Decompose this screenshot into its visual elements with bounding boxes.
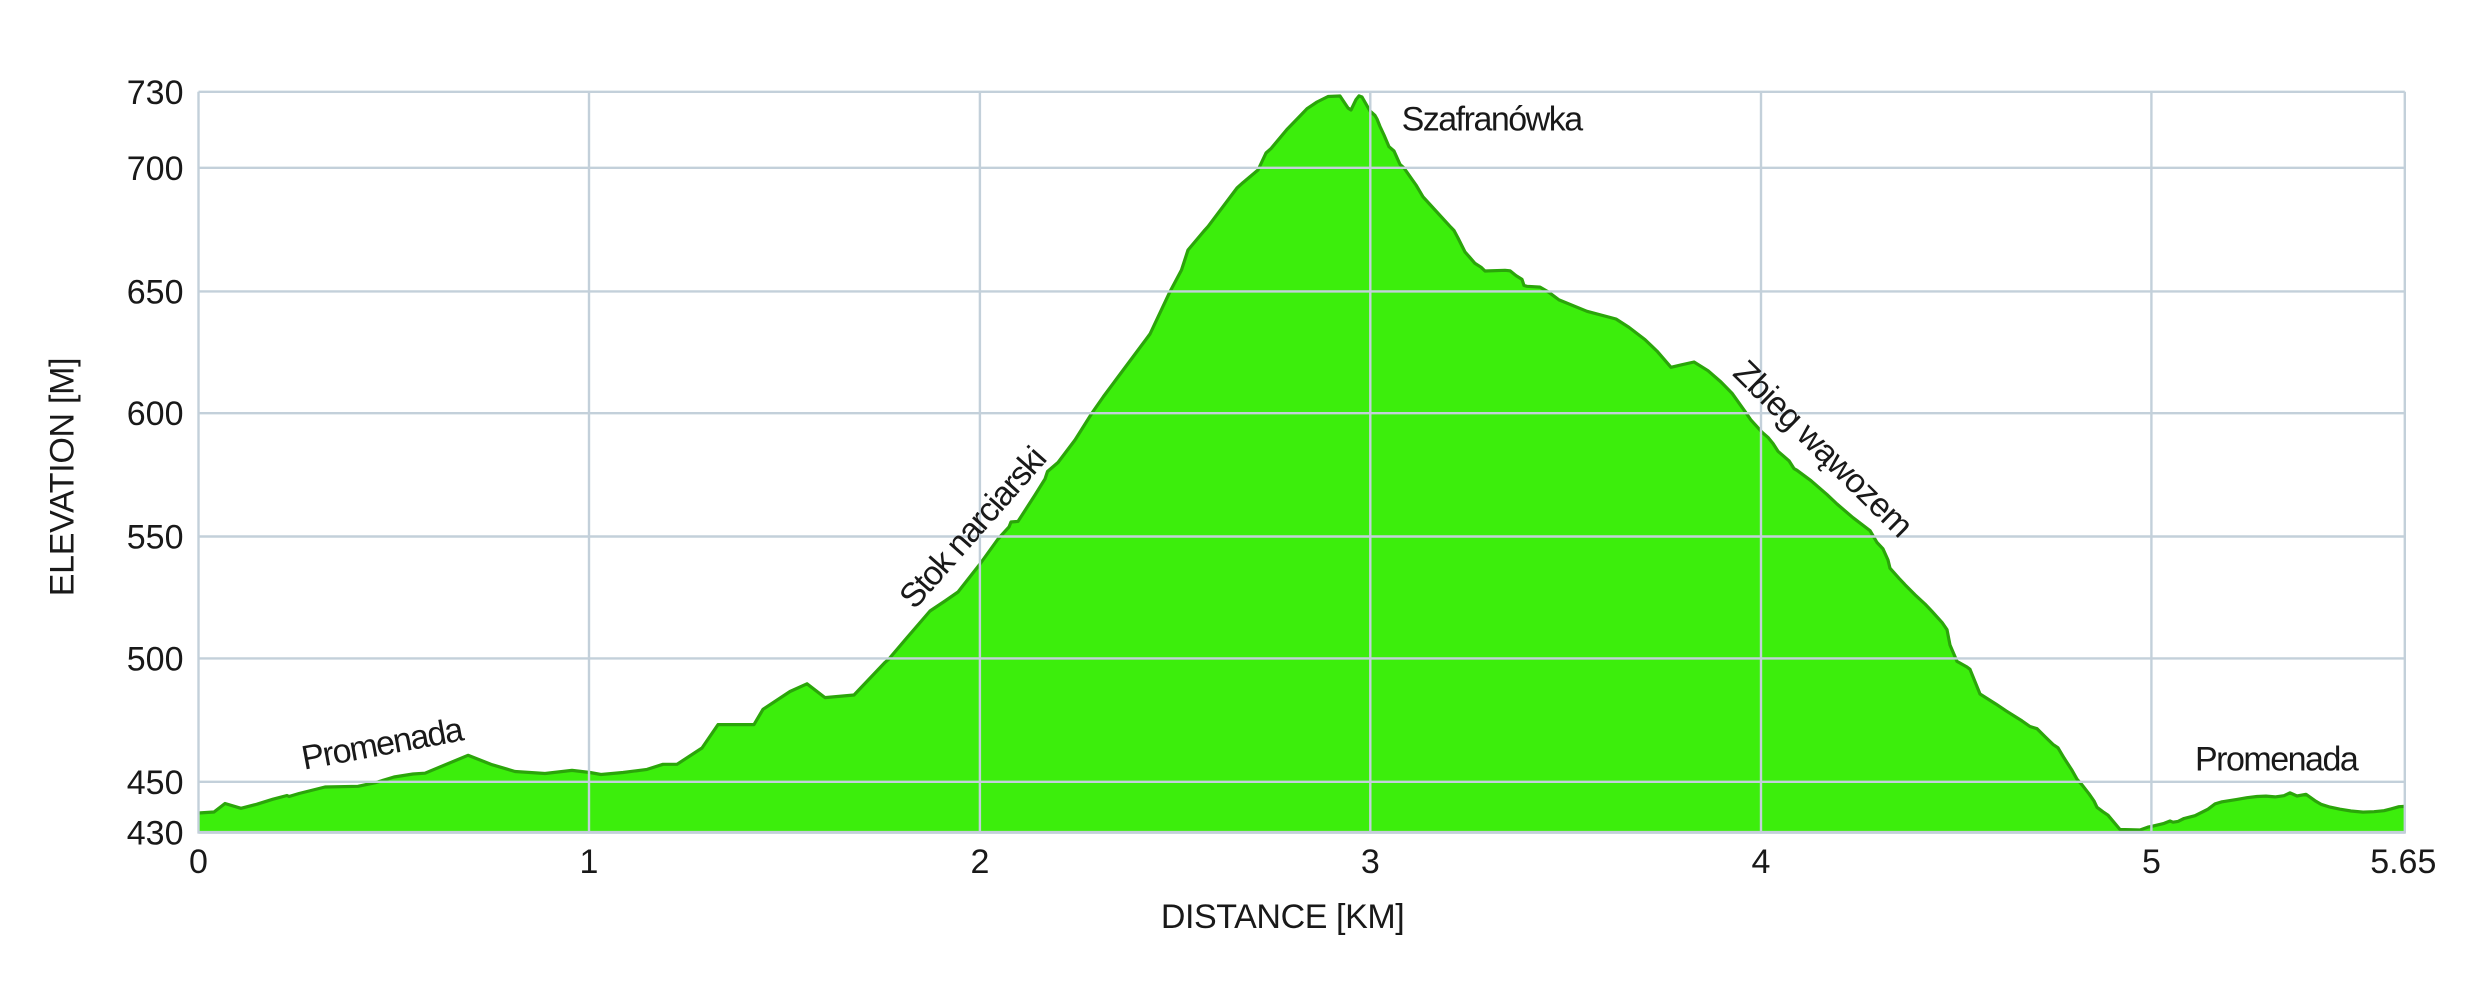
svg-text:550: 550 [127,519,184,557]
svg-text:600: 600 [127,395,184,433]
svg-text:3: 3 [1361,843,1380,881]
svg-text:450: 450 [127,764,184,802]
svg-text:730: 730 [127,74,184,112]
svg-text:1: 1 [580,843,599,881]
svg-text:5: 5 [2142,843,2161,881]
svg-text:5.65: 5.65 [2370,843,2436,881]
svg-text:ELEVATION [M]: ELEVATION [M] [44,358,82,597]
svg-text:DISTANCE [KM]: DISTANCE [KM] [1161,898,1405,936]
svg-text:500: 500 [127,640,184,678]
svg-text:650: 650 [127,273,184,311]
svg-text:Promenada: Promenada [2195,740,2359,778]
svg-text:2: 2 [970,843,989,881]
svg-text:700: 700 [127,150,184,188]
svg-text:Szafranówka: Szafranówka [1402,100,1584,138]
svg-text:0: 0 [189,843,208,881]
svg-text:430: 430 [127,814,184,852]
svg-text:4: 4 [1752,843,1771,881]
